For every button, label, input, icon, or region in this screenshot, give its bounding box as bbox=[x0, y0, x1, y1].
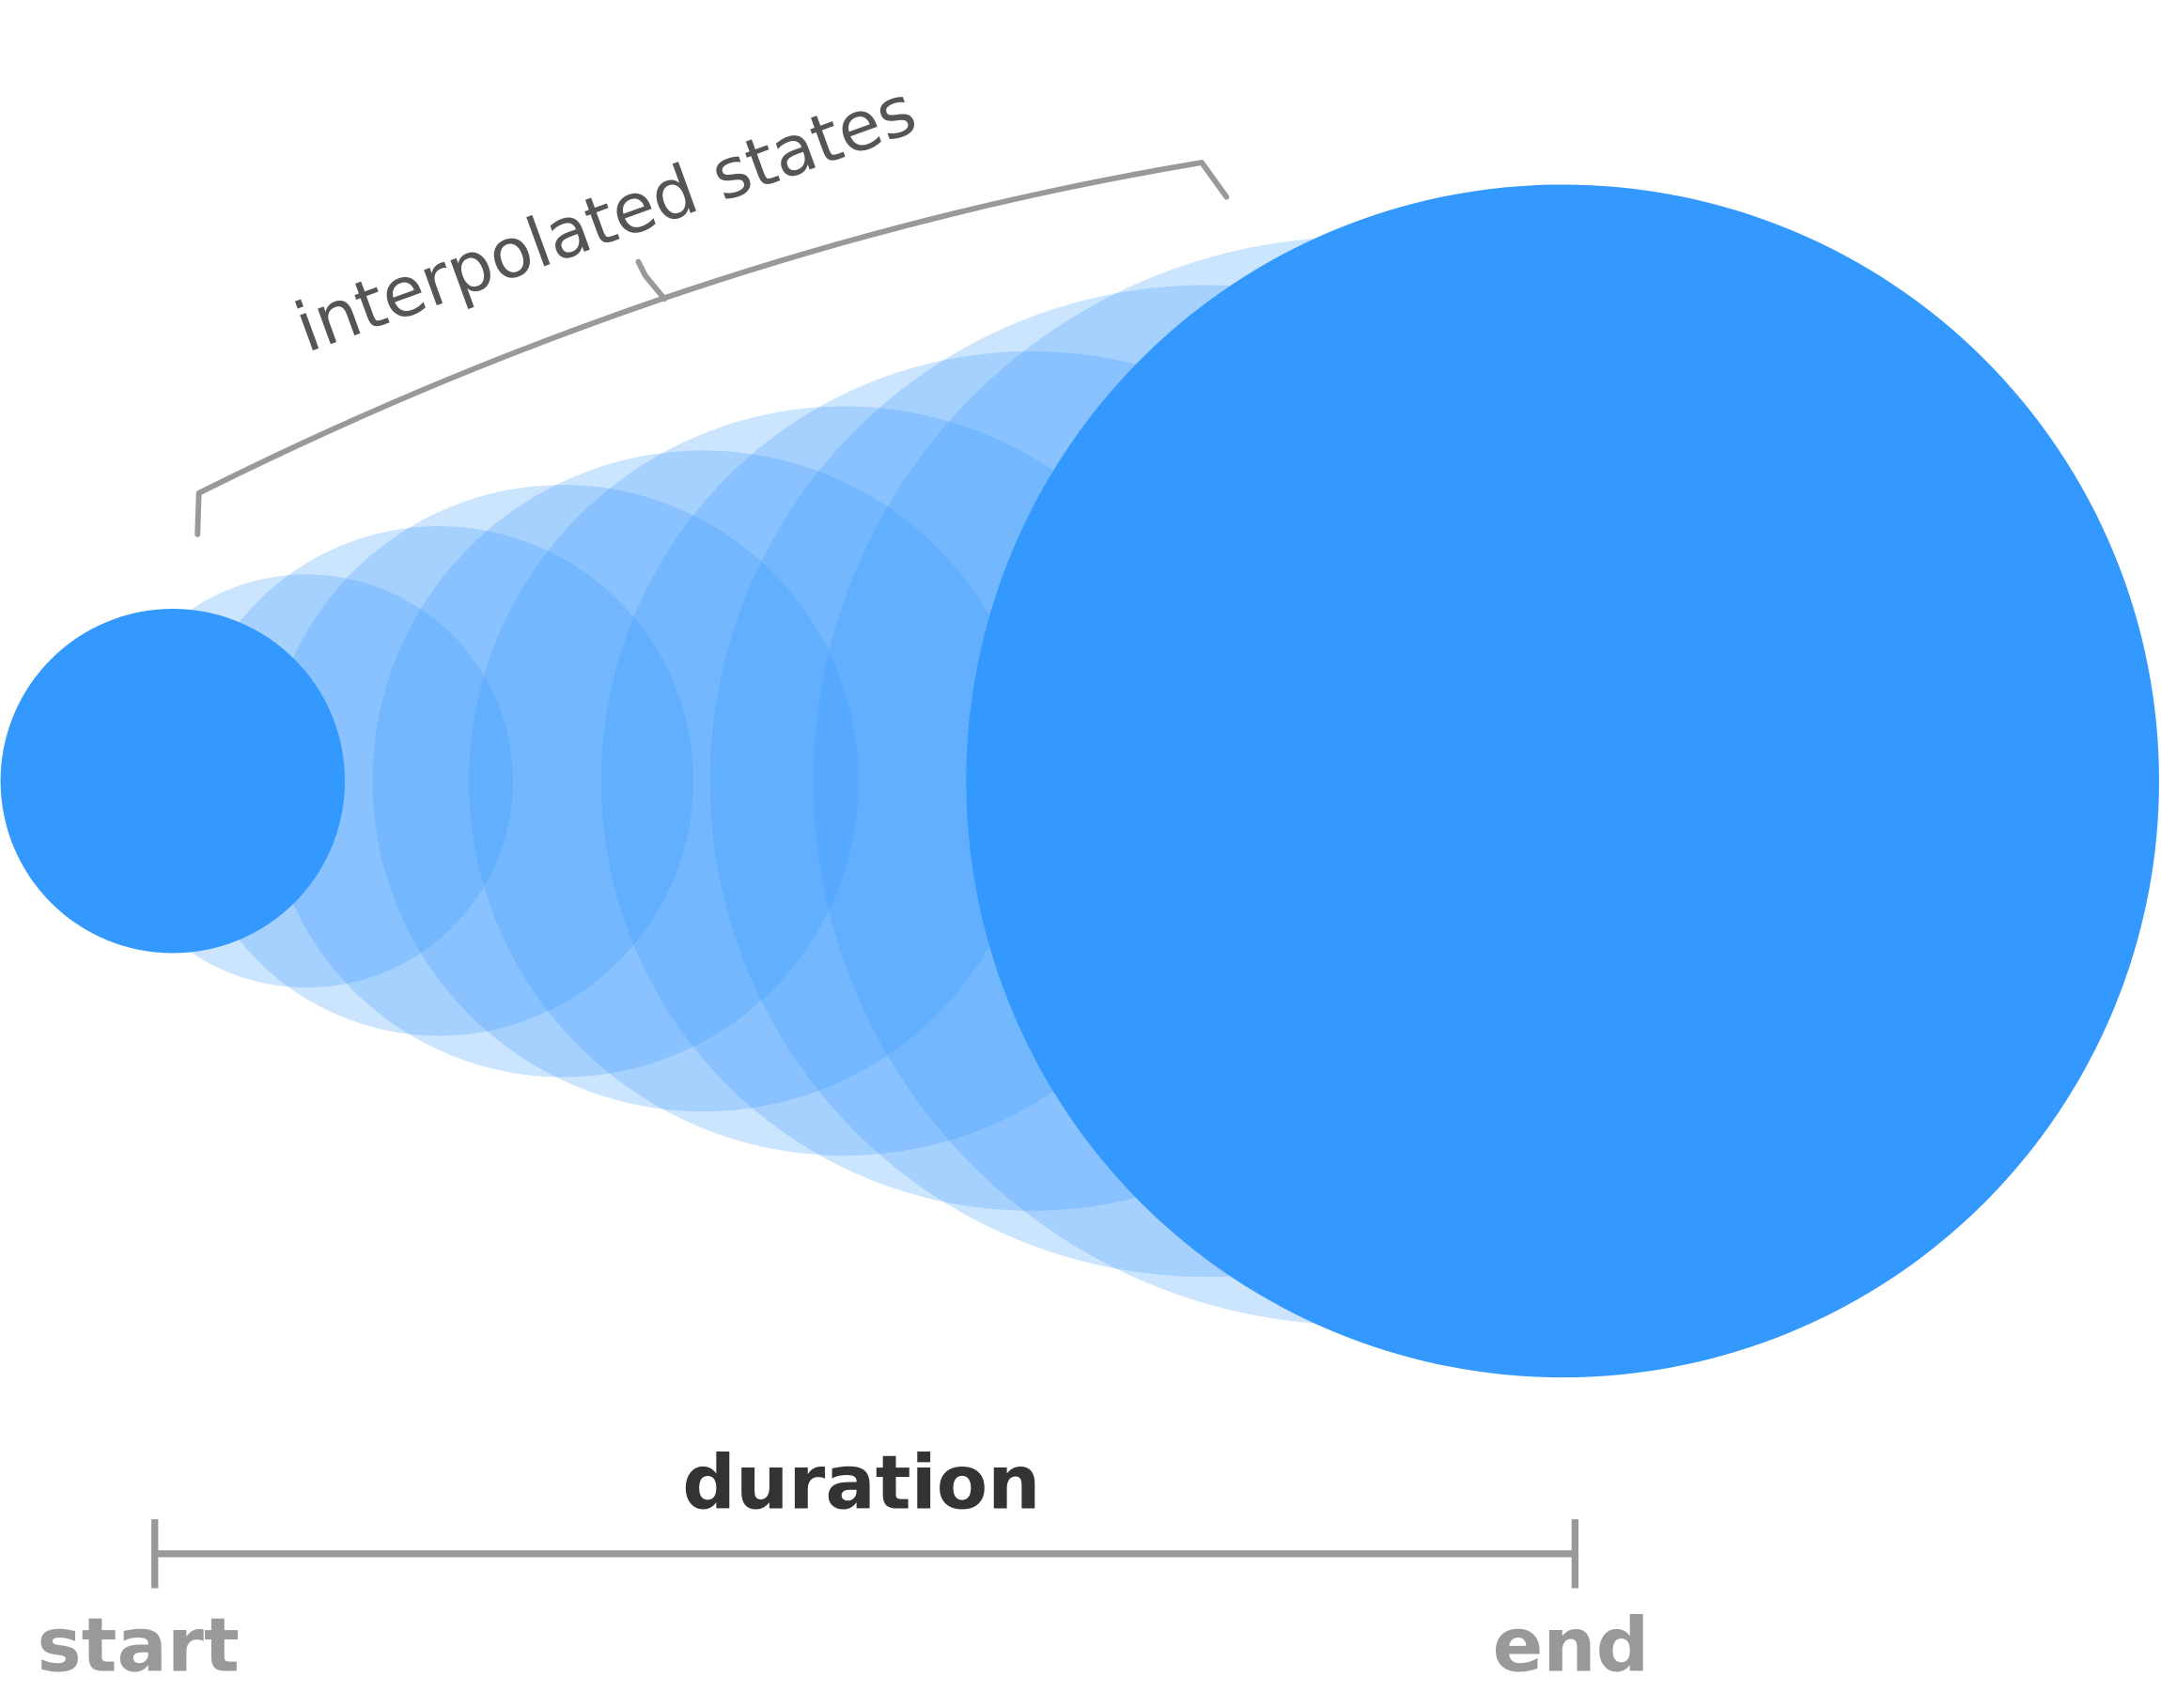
state-circle bbox=[266, 485, 859, 1078]
end-label: end bbox=[1493, 1602, 1650, 1688]
annotation-label: interpolated states bbox=[286, 70, 926, 369]
duration-label: duration bbox=[682, 1439, 1040, 1526]
state-circle bbox=[372, 450, 1034, 1112]
bracket bbox=[194, 160, 1230, 537]
bracket-tick bbox=[635, 258, 668, 303]
state-circle bbox=[183, 526, 694, 1036]
start-circle bbox=[0, 609, 346, 954]
end-circle bbox=[966, 184, 2159, 1378]
start-label: start bbox=[38, 1602, 240, 1688]
